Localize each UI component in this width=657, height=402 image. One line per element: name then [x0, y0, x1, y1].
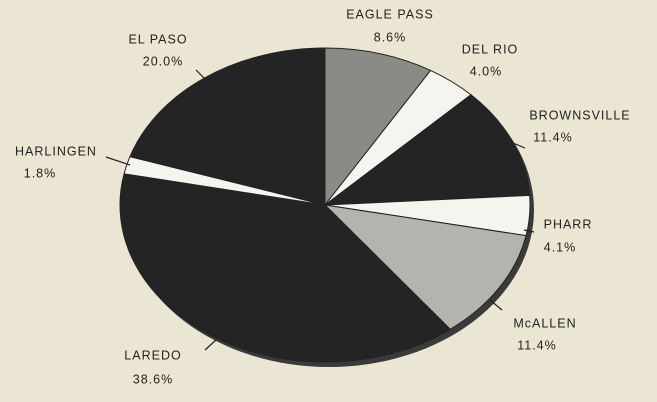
slice-label: EAGLE PASS	[346, 7, 434, 21]
slice-label: McALLEN	[513, 316, 576, 330]
slice-label: DEL RIO	[462, 42, 519, 56]
pie-slice	[119, 173, 452, 363]
value-label: 11.4%	[517, 338, 557, 352]
value-label: 38.6%	[133, 372, 173, 386]
value-label: 8.6%	[374, 30, 407, 44]
leader-line	[105, 156, 131, 166]
slice-label: BROWNSVILLE	[529, 108, 630, 122]
value-label: 11.4%	[533, 130, 573, 144]
leader-line	[523, 229, 535, 233]
slice-label: LAREDO	[124, 348, 181, 362]
leader-line	[204, 339, 217, 351]
value-label: 1.8%	[24, 166, 57, 180]
leader-line	[512, 142, 526, 149]
value-label: 20.0%	[143, 54, 183, 68]
pie-slice	[324, 47, 432, 207]
value-label: 4.1%	[544, 240, 577, 254]
pie-slice	[323, 204, 527, 330]
leader-line	[195, 69, 211, 85]
slice-label: PHARR	[544, 217, 593, 231]
value-label: 4.0%	[470, 64, 503, 78]
pie-slice	[323, 94, 531, 206]
slice-label: EL PASO	[128, 32, 187, 46]
slice-label: HARLINGEN	[15, 144, 97, 158]
leader-line	[489, 299, 503, 311]
